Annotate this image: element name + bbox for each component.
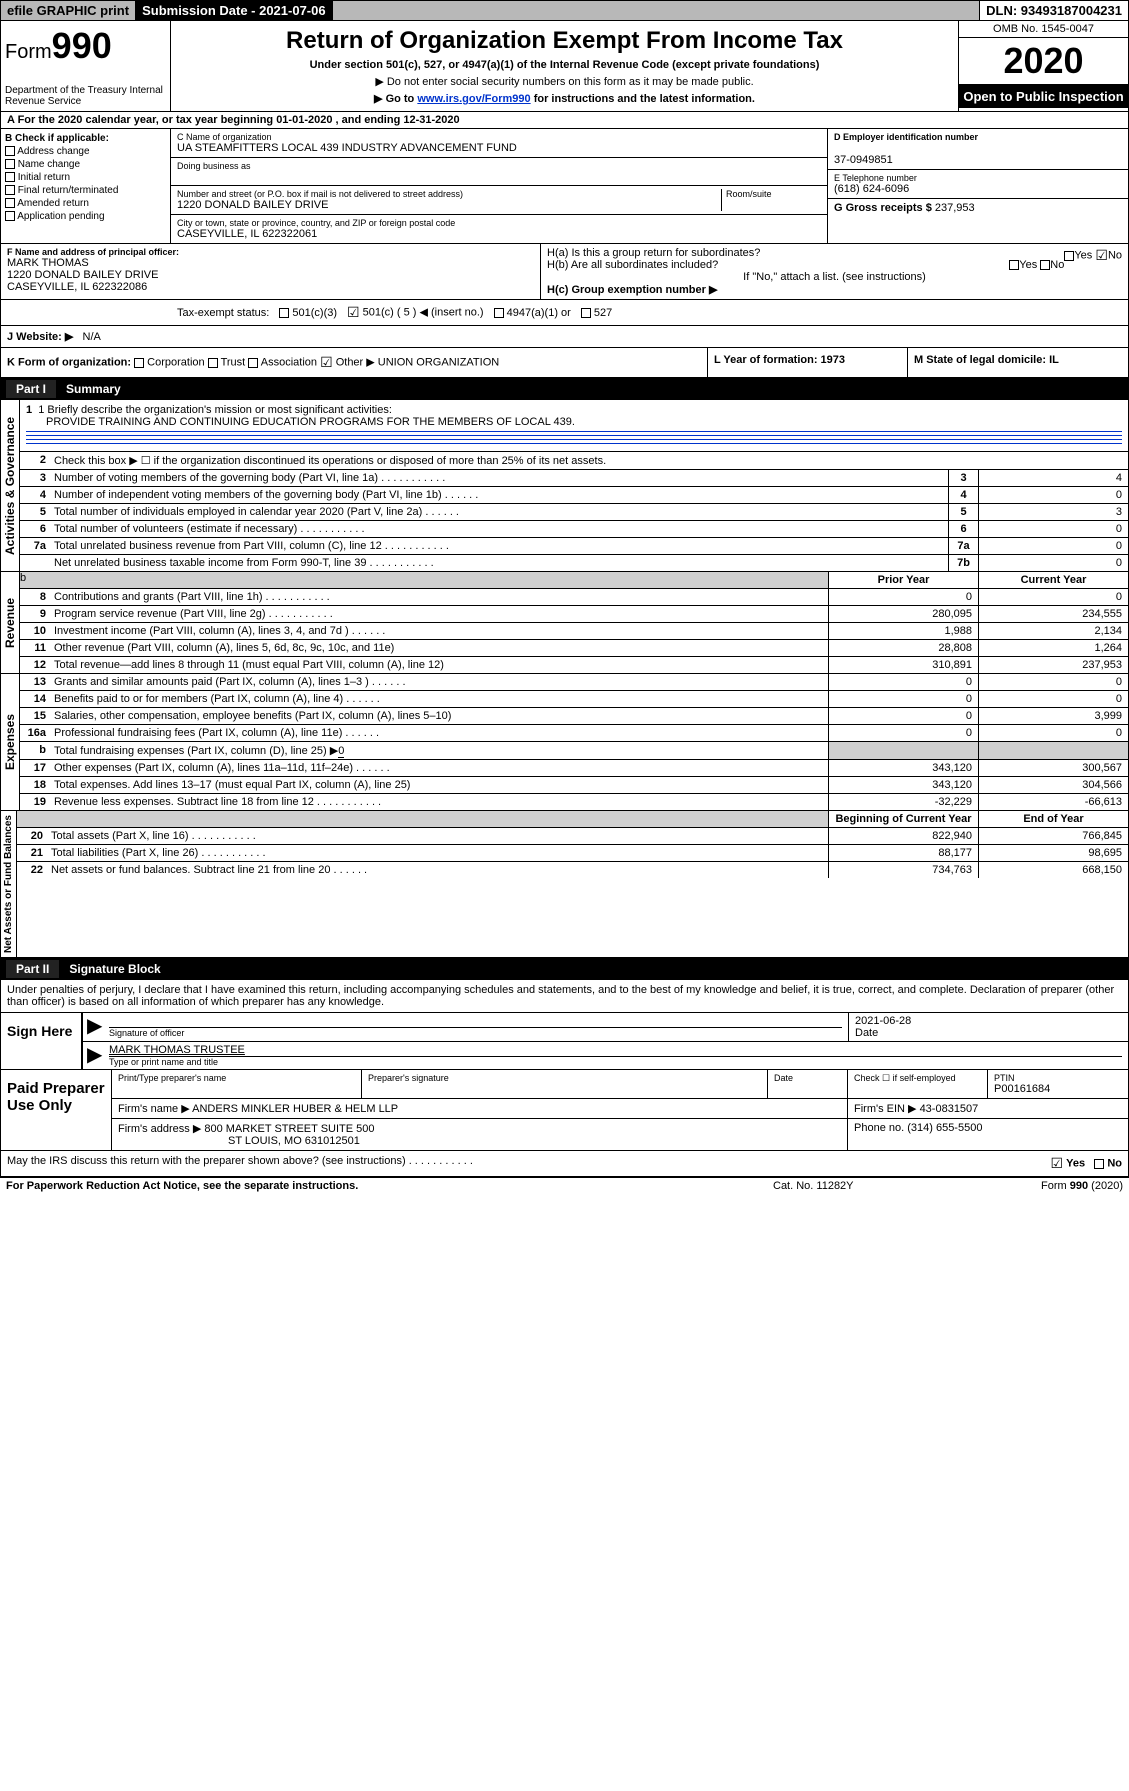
footer: For Paperwork Reduction Act Notice, see … xyxy=(0,1177,1129,1194)
top-bar: efile GRAPHIC print Submission Date - 20… xyxy=(0,0,1129,21)
dln-label: DLN: 93493187004231 xyxy=(980,1,1128,20)
form-org-row: K Form of organization: Corporation Trus… xyxy=(0,348,1129,378)
declaration: Under penalties of perjury, I declare th… xyxy=(0,980,1129,1013)
sign-block: Sign Here ▶ Signature of officer 2021-06… xyxy=(0,1013,1129,1070)
discuss-row: May the IRS discuss this return with the… xyxy=(0,1151,1129,1177)
department-label: Department of the Treasury Internal Reve… xyxy=(5,85,166,107)
open-inspection: Open to Public Inspection xyxy=(959,85,1128,108)
website-row: J Website: ▶ N/A xyxy=(0,326,1129,348)
org-c-column: C Name of organizationUA STEAMFITTERS LO… xyxy=(171,129,828,243)
form-title: Return of Organization Exempt From Incom… xyxy=(177,27,952,55)
form-number: Form990 xyxy=(5,25,166,67)
part1-header: Part ISummary xyxy=(0,378,1129,400)
block-fgh: F Name and address of principal officer:… xyxy=(0,244,1129,300)
omb-number: OMB No. 1545-0047 xyxy=(959,21,1128,38)
tax-year: 2020 xyxy=(959,38,1128,85)
form-subtitle: Under section 501(c), 527, or 4947(a)(1)… xyxy=(177,59,952,71)
block-bcd: B Check if applicable: Address change Na… xyxy=(0,129,1129,244)
submission-spacer xyxy=(333,1,981,20)
check-b-column: B Check if applicable: Address change Na… xyxy=(1,129,171,243)
summary-revenue: Revenue bPrior YearCurrent Year 8Contrib… xyxy=(0,572,1129,674)
submission-date-label: Submission Date - 2021-07-06 xyxy=(136,1,333,20)
form-header: Form990 Department of the Treasury Inter… xyxy=(0,21,1129,112)
period-line: A For the 2020 calendar year, or tax yea… xyxy=(0,112,1129,129)
irs-link[interactable]: www.irs.gov/Form990 xyxy=(417,93,530,105)
note-link: ▶ Go to www.irs.gov/Form990 for instruct… xyxy=(177,92,952,105)
note-ssn: ▶ Do not enter social security numbers o… xyxy=(177,75,952,88)
tax-exempt-row: Tax-exempt status: 501(c)(3) ☑ 501(c) ( … xyxy=(0,300,1129,326)
preparer-block: Paid Preparer Use Only Print/Type prepar… xyxy=(0,1070,1129,1151)
part2-header: Part IISignature Block xyxy=(0,958,1129,980)
governance-label: Activities & Governance xyxy=(1,400,20,571)
summary-governance: Activities & Governance 1 1 Briefly desc… xyxy=(0,400,1129,572)
summary-netassets: Net Assets or Fund Balances Beginning of… xyxy=(0,811,1129,958)
check-icon: ☑ xyxy=(1051,1155,1064,1171)
col-d: D Employer identification number37-09498… xyxy=(828,129,1128,243)
efile-print-button[interactable]: efile GRAPHIC print xyxy=(1,1,136,20)
summary-expenses: Expenses 13Grants and similar amounts pa… xyxy=(0,674,1129,811)
